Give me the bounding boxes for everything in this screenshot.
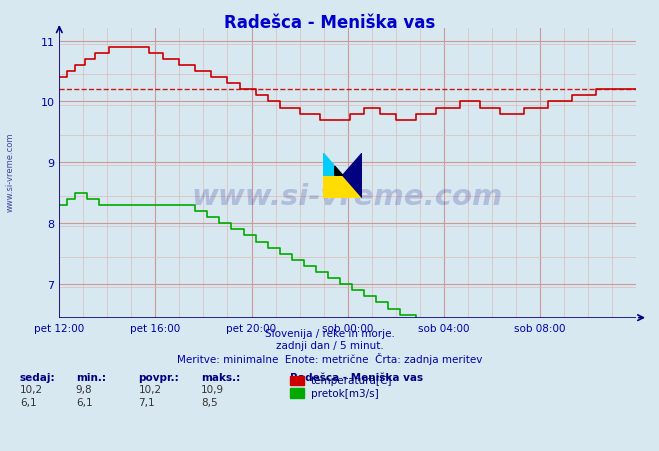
Polygon shape xyxy=(323,153,343,176)
Text: sedaj:: sedaj: xyxy=(20,372,55,382)
Polygon shape xyxy=(323,153,362,198)
Text: min.:: min.: xyxy=(76,372,106,382)
Text: www.si-vreme.com: www.si-vreme.com xyxy=(5,132,14,211)
Text: 10,9: 10,9 xyxy=(201,384,224,394)
Text: maks.:: maks.: xyxy=(201,372,241,382)
Text: temperatura[C]: temperatura[C] xyxy=(311,376,393,386)
Text: 10,2: 10,2 xyxy=(20,384,43,394)
Text: pretok[m3/s]: pretok[m3/s] xyxy=(311,388,379,398)
Text: 10,2: 10,2 xyxy=(138,384,161,394)
Text: Radešca - Meniška vas: Radešca - Meniška vas xyxy=(224,14,435,32)
Text: Radešca - Meniška vas: Radešca - Meniška vas xyxy=(290,372,423,382)
Text: 9,8: 9,8 xyxy=(76,384,92,394)
Text: Meritve: minimalne  Enote: metrične  Črta: zadnja meritev: Meritve: minimalne Enote: metrične Črta:… xyxy=(177,353,482,365)
Text: Slovenija / reke in morje.: Slovenija / reke in morje. xyxy=(264,328,395,338)
Text: 8,5: 8,5 xyxy=(201,397,217,407)
Text: zadnji dan / 5 minut.: zadnji dan / 5 minut. xyxy=(275,341,384,350)
Text: 6,1: 6,1 xyxy=(20,397,36,407)
Polygon shape xyxy=(343,153,362,198)
Polygon shape xyxy=(335,167,343,176)
Text: 6,1: 6,1 xyxy=(76,397,92,407)
Text: 7,1: 7,1 xyxy=(138,397,155,407)
Text: povpr.:: povpr.: xyxy=(138,372,179,382)
Text: www.si-vreme.com: www.si-vreme.com xyxy=(192,183,503,211)
